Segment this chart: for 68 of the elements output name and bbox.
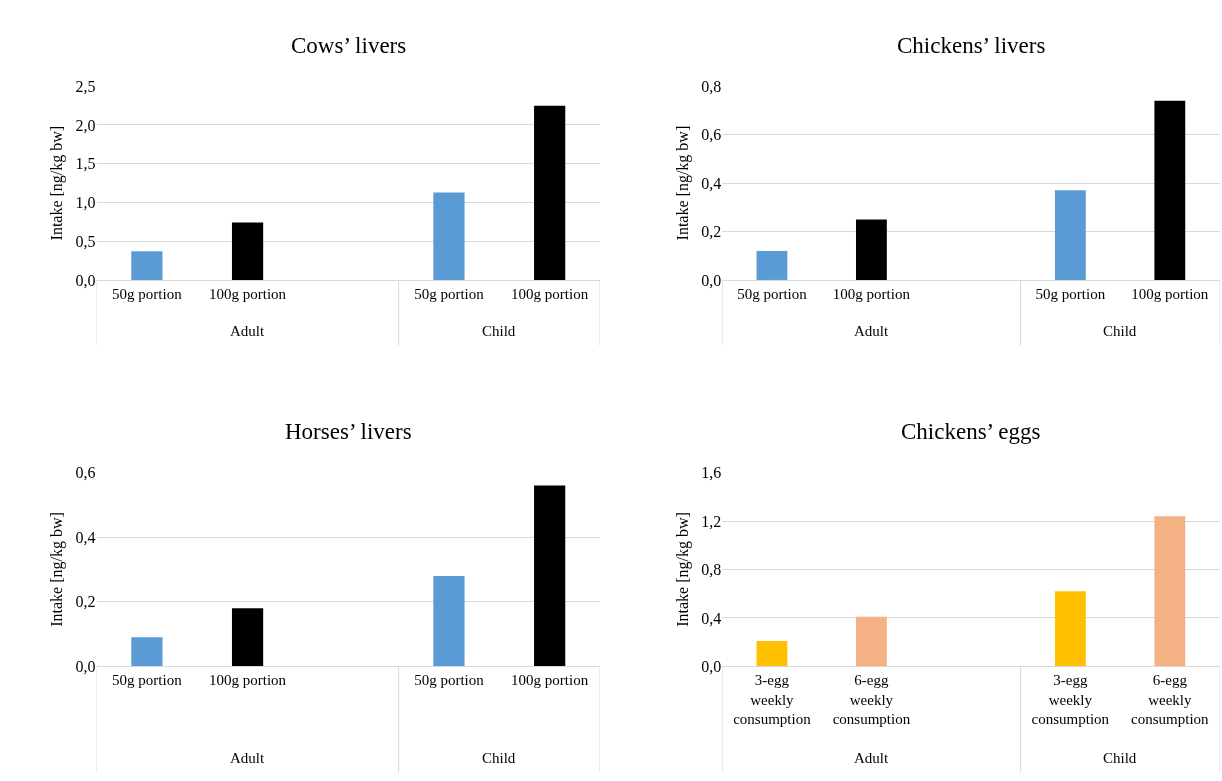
- y-tick-label: 0,8: [701, 77, 722, 95]
- text: Adult: [854, 750, 889, 766]
- y-tick-label: 0,6: [75, 464, 96, 482]
- text: Child: [1103, 750, 1137, 766]
- bar: [1154, 516, 1186, 667]
- bar: [231, 608, 264, 667]
- y-tick-label: 0,0: [701, 271, 722, 289]
- bar: [433, 575, 465, 667]
- x-tick-label: 100g portion: [511, 285, 589, 302]
- y-tick-label: 0,2: [701, 223, 722, 241]
- bar: [534, 105, 566, 280]
- x-tick-label: 100g portion: [832, 285, 911, 302]
- bar: [131, 251, 163, 280]
- x-tick-label: 50g portion: [737, 285, 808, 302]
- x-tick-label: 100g portion: [511, 672, 589, 689]
- x-tick-label: 50g portion: [414, 285, 485, 302]
- x-tick-label: 50g portion: [414, 672, 485, 689]
- text: Child: [482, 750, 516, 766]
- y-tick-label: 0,4: [701, 609, 722, 627]
- y-tick-label: 1,0: [75, 194, 96, 212]
- y-tick-label: 0,5: [75, 232, 96, 250]
- text: Child: [482, 323, 516, 339]
- x-tick-label: 100g portion: [1131, 285, 1209, 302]
- x-tick-label: 100g portion: [209, 285, 287, 302]
- text: Adult: [230, 323, 265, 339]
- x-tick-label: 6-egg weekly consumption: [832, 672, 911, 728]
- y-axis-title: Intake [ng/kg bw]: [48, 125, 67, 241]
- y-tick-label: 2,0: [75, 116, 96, 134]
- x-tick-label: 50g portion: [112, 672, 183, 689]
- bar: [855, 616, 887, 667]
- x-tick-label: 3-egg weekly consumption: [733, 672, 812, 728]
- y-tick-label: 2,5: [75, 77, 96, 95]
- bar: [1054, 190, 1086, 280]
- bar: [131, 637, 163, 667]
- x-tick-label: 50g portion: [112, 285, 183, 302]
- bar: [433, 192, 465, 280]
- y-tick-label: 0,4: [701, 174, 722, 192]
- chart-title: Cows’ livers: [291, 33, 407, 58]
- x-tick-label: 100g portion: [209, 672, 287, 689]
- x-tick-label: 50g portion: [1035, 285, 1106, 302]
- bar: [855, 219, 887, 280]
- y-tick-label: 0,2: [75, 593, 96, 611]
- y-tick-label: 0,0: [75, 271, 96, 289]
- text: Child: [1103, 323, 1137, 339]
- y-tick-label: 0,8: [701, 561, 722, 579]
- bar: [1054, 591, 1086, 667]
- y-tick-label: 0,4: [75, 528, 96, 546]
- y-axis-title: Intake [ng/kg bw]: [48, 512, 67, 627]
- bar: [534, 485, 566, 667]
- chart-title: Chickens’ eggs: [901, 419, 1041, 444]
- y-tick-label: 0,0: [701, 657, 722, 675]
- x-tick-label: 6-egg weekly consumption: [1131, 672, 1210, 728]
- text: Adult: [854, 323, 889, 339]
- bar: [1154, 100, 1186, 280]
- y-axis-title: Intake [ng/kg bw]: [674, 125, 693, 241]
- bar: [756, 250, 788, 280]
- y-tick-label: 1,5: [75, 155, 96, 173]
- y-tick-label: 0,6: [701, 126, 722, 144]
- x-tick-label: 3-egg weekly consumption: [1031, 672, 1110, 728]
- chart-title: Horses’ livers: [285, 419, 412, 444]
- chart-title: Chickens’ livers: [897, 33, 1046, 58]
- text: Adult: [230, 750, 265, 766]
- y-tick-label: 1,6: [701, 464, 722, 482]
- bar: [231, 222, 264, 280]
- bar: [756, 640, 788, 667]
- y-tick-label: 1,2: [701, 512, 722, 530]
- y-tick-label: 0,0: [75, 657, 96, 675]
- y-axis-title: Intake [ng/kg bw]: [674, 512, 693, 627]
